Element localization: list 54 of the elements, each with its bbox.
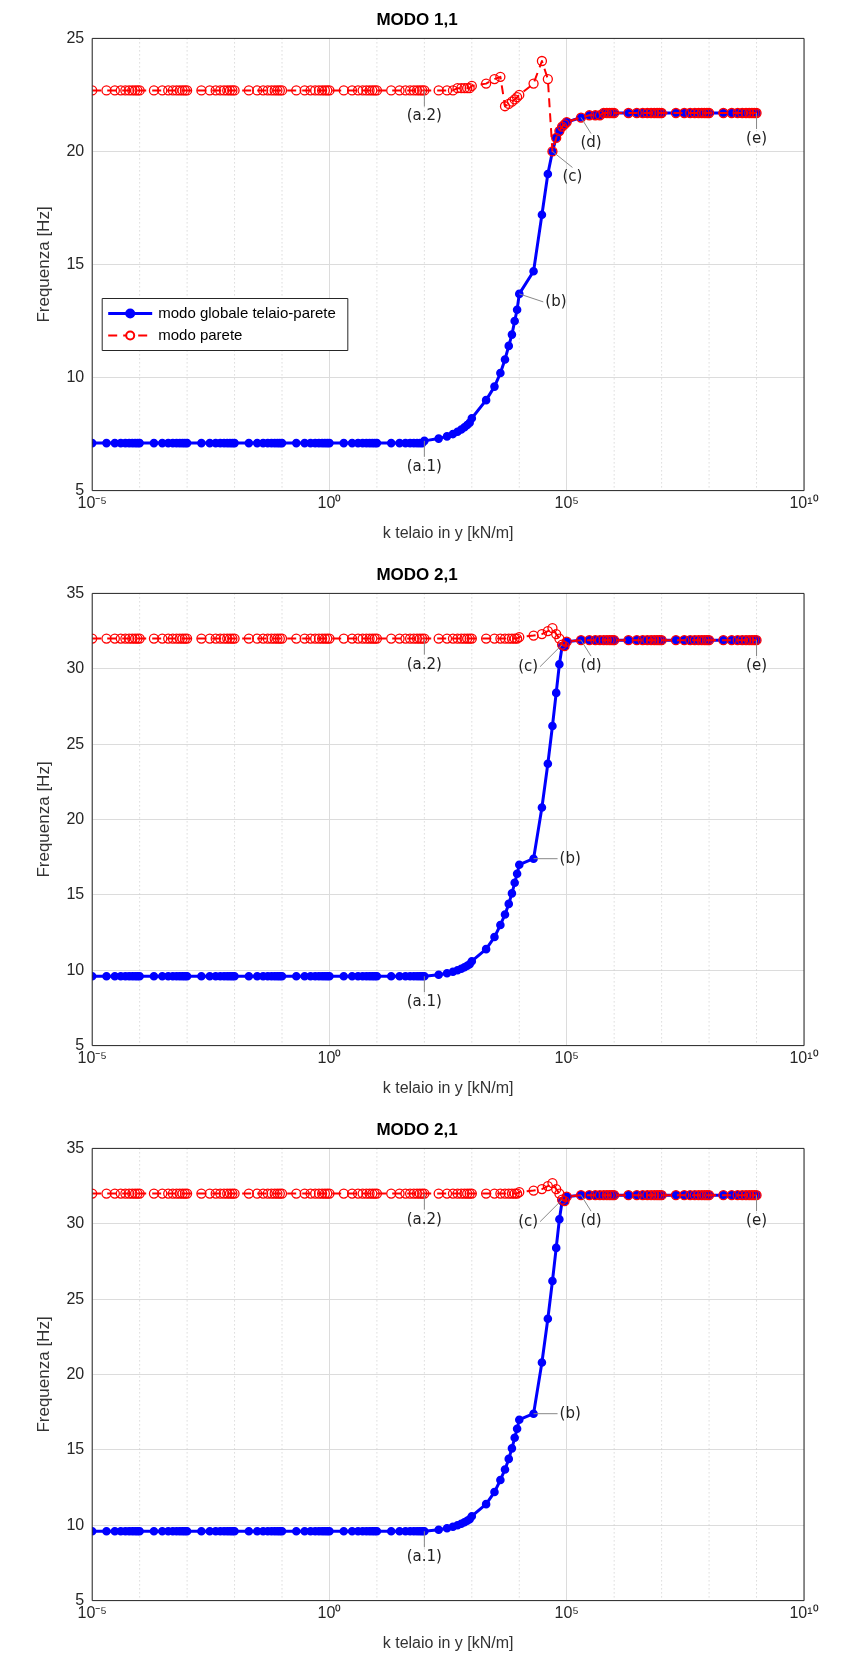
y-tick-label: 15 bbox=[66, 885, 85, 903]
x-axis-title: k telaio in y [kN/m] bbox=[382, 1633, 514, 1651]
annotation: (a.1) bbox=[406, 1547, 442, 1566]
y-tick-label: 25 bbox=[66, 734, 85, 752]
y-tick-label: 10 bbox=[66, 1515, 85, 1533]
x-tick-label: 10¹⁰ bbox=[789, 493, 819, 511]
chart-title: MODO 1,1 bbox=[376, 9, 458, 29]
x-axis-title: k telaio in y [kN/m] bbox=[382, 1078, 514, 1096]
annotation: (c) bbox=[518, 656, 539, 675]
annotation: (d) bbox=[580, 1211, 602, 1230]
chart-title: MODO 2,1 bbox=[376, 1119, 458, 1139]
annotation: (c) bbox=[518, 1211, 539, 1230]
x-tick-label: 10⁰ bbox=[317, 1048, 342, 1066]
annotation: (a.2) bbox=[406, 654, 442, 673]
annotation: (c) bbox=[562, 167, 583, 186]
y-tick-label: 30 bbox=[66, 1214, 85, 1232]
annotation: (d) bbox=[580, 656, 602, 675]
x-tick-label: 10⁰ bbox=[317, 1603, 342, 1621]
annotation: (e) bbox=[746, 1211, 768, 1230]
annotation: (a.2) bbox=[406, 1209, 442, 1228]
y-tick-label: 25 bbox=[66, 28, 85, 46]
annotation: (b) bbox=[545, 291, 567, 310]
y-tick-label: 15 bbox=[66, 1440, 85, 1458]
y-axis-title: Frequenza [Hz] bbox=[33, 1316, 53, 1433]
annotation: (b) bbox=[559, 1403, 581, 1422]
y-tick-label: 20 bbox=[66, 1364, 85, 1382]
annotation: (a.1) bbox=[406, 456, 442, 475]
y-tick-label: 35 bbox=[66, 583, 85, 601]
y-axis-title: Frequenza [Hz] bbox=[33, 206, 53, 323]
annotation: (a.2) bbox=[406, 106, 442, 125]
y-tick-label: 35 bbox=[66, 1138, 85, 1156]
y-tick-label: 10 bbox=[66, 960, 85, 978]
y-tick-label: 15 bbox=[66, 254, 85, 272]
chart-title: MODO 2,1 bbox=[376, 564, 458, 584]
y-tick-label: 10 bbox=[66, 367, 85, 385]
x-tick-label: 10¹⁰ bbox=[789, 1048, 819, 1066]
y-axis-title: Frequenza [Hz] bbox=[33, 761, 53, 878]
annotation: (e) bbox=[746, 128, 768, 147]
annotation: (d) bbox=[580, 133, 602, 152]
annotation: (b) bbox=[559, 848, 581, 867]
x-tick-label: 10⁵ bbox=[554, 1048, 579, 1066]
annotation: (e) bbox=[746, 656, 768, 675]
x-tick-label: 10⁵ bbox=[554, 493, 579, 511]
x-tick-label: 10⁰ bbox=[317, 493, 342, 511]
x-axis-title: k telaio in y [kN/m] bbox=[382, 523, 514, 541]
y-tick-label: 25 bbox=[66, 1289, 85, 1307]
legend-label: modo parete bbox=[158, 325, 243, 343]
y-tick-label: 20 bbox=[66, 809, 85, 827]
y-tick-label: 20 bbox=[66, 141, 85, 159]
legend-label: modo globale telaio-parete bbox=[158, 303, 336, 321]
annotation: (a.1) bbox=[406, 992, 442, 1011]
x-tick-label: 10¹⁰ bbox=[789, 1603, 819, 1621]
x-tick-label: 10⁵ bbox=[554, 1603, 579, 1621]
y-tick-label: 30 bbox=[66, 659, 85, 677]
